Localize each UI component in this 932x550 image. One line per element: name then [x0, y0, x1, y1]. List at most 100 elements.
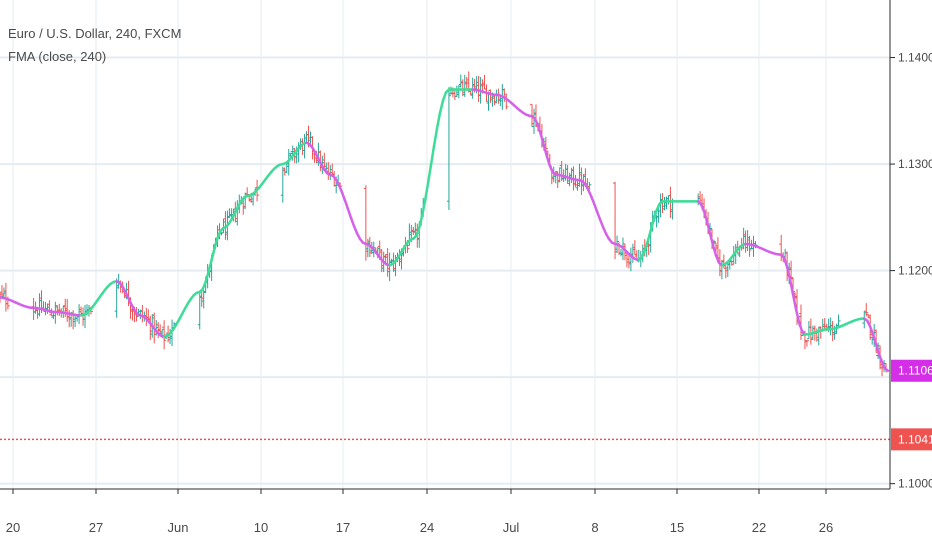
fma-segment: [646, 229, 652, 243]
fma-segment: [702, 210, 709, 223]
fma-segment: [598, 218, 605, 229]
price-bar: [456, 85, 461, 99]
fma-segment: [340, 191, 347, 203]
price-bar: [494, 89, 499, 104]
last-price-tag: 1.10416: [891, 428, 932, 451]
price-bar: [836, 314, 841, 328]
price-bar: [162, 320, 167, 350]
y-tick-label: 1.10000: [898, 477, 932, 491]
fma-segment: [785, 265, 792, 282]
price-bar: [446, 86, 451, 210]
price-bar: [365, 238, 370, 258]
x-tick-label: 27: [89, 520, 103, 535]
price-bar: [83, 304, 88, 329]
fma-segment: [714, 254, 721, 264]
indicator-label[interactable]: FMA (close, 240): [8, 49, 107, 64]
fma-segment: [593, 202, 599, 214]
fma-segment: [877, 352, 884, 364]
price-bar: [387, 252, 392, 282]
x-tick-label: 10: [254, 520, 268, 535]
price-bar: [458, 74, 463, 88]
fma-segment: [874, 343, 881, 356]
fma-segment: [420, 198, 427, 217]
fma-segment: [337, 184, 344, 194]
fma-segment: [699, 202, 706, 213]
price-bar: [804, 340, 809, 347]
fma-segment: [201, 280, 207, 291]
x-tick-label: Jul: [503, 520, 520, 535]
fma-segment: [426, 162, 433, 184]
fma-segment: [438, 99, 445, 115]
fma-segment: [213, 236, 219, 250]
fma-segment: [871, 333, 878, 346]
price-bar: [743, 230, 748, 253]
price-bar: [619, 249, 623, 257]
price-bar: [81, 307, 86, 326]
price-bar: [808, 318, 813, 345]
price-bar: [454, 85, 459, 97]
x-tick-label: Jun: [168, 520, 189, 535]
fma-segment: [415, 226, 421, 237]
fma-segment: [708, 232, 715, 247]
fma-segment: [711, 243, 718, 257]
x-tick-label: 15: [670, 520, 684, 535]
x-tick-label: 24: [420, 520, 434, 535]
price-bar: [482, 74, 487, 90]
fma-segment: [794, 307, 801, 324]
price-axis-labels: 1.11060 1.10416: [891, 359, 932, 451]
y-tick-label: 1.12000: [898, 264, 932, 278]
price-bar: [747, 235, 752, 257]
price-bar: [140, 304, 145, 323]
price-bar: [828, 317, 833, 336]
fma-segment: [343, 199, 350, 211]
fma-segment: [346, 208, 353, 220]
price-bar: [632, 240, 637, 256]
price-bar: [628, 247, 633, 272]
fma-segment: [652, 209, 658, 222]
x-tick-label: 8: [591, 520, 598, 535]
fma-segment: [352, 224, 359, 235]
fma-segment: [423, 181, 430, 202]
x-tick-label: 22: [752, 520, 766, 535]
fma-segment: [883, 367, 890, 372]
price-bar: [245, 187, 250, 196]
price-bar: [199, 291, 204, 307]
price-bar: [468, 90, 473, 96]
price-bar: [462, 74, 467, 97]
price-bar: [114, 278, 119, 318]
price-bar: [304, 131, 309, 143]
fma-segment: [210, 246, 216, 262]
fma-segment: [596, 210, 602, 222]
chart-grid: [0, 0, 890, 489]
fma-segment: [349, 216, 356, 228]
fma-segment: [539, 133, 546, 147]
price-bar: [75, 316, 80, 322]
price-bar: [504, 93, 509, 110]
price-bar: [745, 230, 750, 251]
price-bar: [806, 321, 811, 340]
price-bar: [470, 77, 475, 99]
price-bar: [280, 166, 285, 203]
fma-segment: [788, 278, 795, 296]
fma-segment: [207, 258, 213, 273]
fma-segment: [868, 325, 875, 337]
price-bars: [0, 71, 889, 377]
price-bar: [613, 181, 618, 260]
fma-segment: [782, 256, 789, 269]
fma-line: [0, 88, 890, 372]
price-bar: [830, 320, 835, 342]
price-bar: [543, 136, 548, 150]
fma-segment: [432, 126, 439, 147]
price-bar: [0, 285, 4, 298]
fma-segment: [705, 220, 712, 235]
fma-segment: [441, 91, 448, 102]
chart-title: Euro / U.S. Dollar, 240, FXCM: [8, 26, 182, 41]
fma-segment: [435, 111, 442, 130]
fma-segment: [590, 195, 596, 206]
price-bar: [363, 185, 368, 261]
x-tick-label: 26: [819, 520, 833, 535]
chart-axes: 20 27 Jun 10 17 24 Jul 8 15 22 26 1.14000 1.13000 1.1…: [0, 0, 932, 535]
fma-segment: [545, 154, 552, 167]
fma-segment: [649, 218, 655, 232]
